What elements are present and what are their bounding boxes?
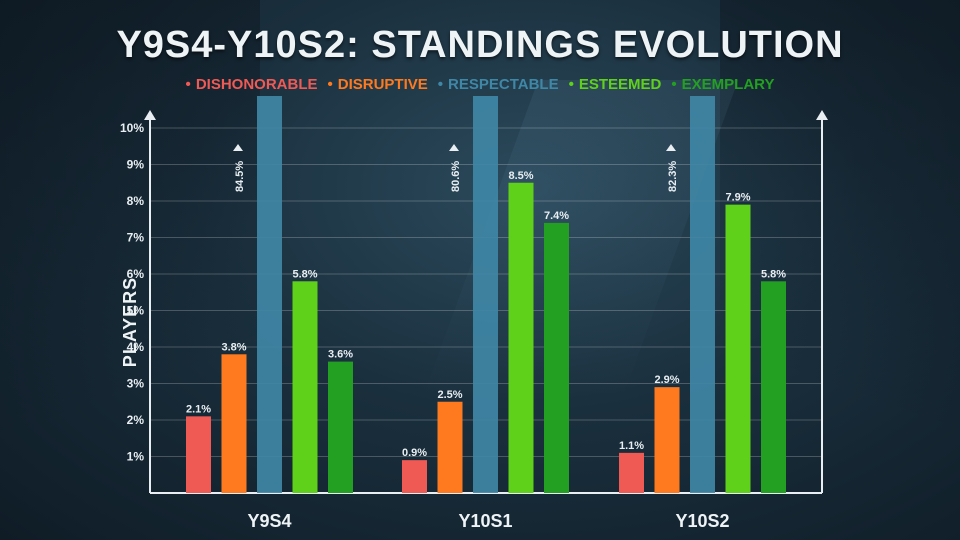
legend-label: ESTEEMED — [578, 76, 662, 93]
y-tick-label: 9% — [127, 158, 145, 172]
bar-exemplary — [328, 361, 353, 493]
truncated-arrow-icon — [233, 144, 243, 151]
bar-esteemed — [725, 204, 751, 493]
legend-item-disruptive: • DISRUPTIVE — [327, 76, 427, 93]
bar-esteemed — [292, 281, 318, 493]
legend-item-esteemed: • ESTEEMED — [569, 76, 662, 93]
truncated-arrow-icon — [449, 144, 459, 151]
y-tick-label: 10% — [120, 121, 144, 135]
data-label: 0.9% — [402, 447, 427, 459]
bar-disruptive — [437, 401, 463, 493]
data-label: 1.1% — [619, 440, 644, 452]
y-tick-label: 7% — [127, 231, 145, 245]
legend-item-respectable: • RESPECTABLE — [438, 76, 559, 93]
bar-dishonorable — [402, 460, 427, 493]
data-label: 8.5% — [508, 170, 533, 182]
legend-dot: • — [327, 76, 333, 93]
bar-disruptive — [221, 354, 247, 493]
y-tick-label: 4% — [127, 340, 145, 354]
bar-exemplary — [761, 281, 786, 493]
legend-item-dishonorable: • DISHONORABLE — [186, 76, 318, 93]
data-label: 2.9% — [654, 374, 679, 386]
legend-dot: • — [568, 76, 574, 93]
y-tick-label: 5% — [127, 304, 145, 318]
category-label: Y9S4 — [247, 511, 291, 531]
data-label: 80.6% — [450, 161, 462, 192]
data-label: 5.8% — [292, 268, 317, 280]
bar-respectable — [473, 96, 498, 493]
data-label: 3.8% — [221, 341, 246, 353]
legend-label: RESPECTABLE — [448, 76, 559, 93]
category-label: Y10S2 — [675, 511, 729, 531]
legend-label: EXEMPLARY — [681, 76, 775, 93]
data-label: 3.6% — [328, 349, 353, 361]
bar-esteemed — [508, 182, 534, 493]
bar-dishonorable — [619, 452, 644, 493]
bar-disruptive — [654, 387, 680, 493]
y-tick-label: 1% — [127, 450, 145, 464]
legend-dot: • — [671, 76, 677, 93]
data-label: 2.5% — [437, 389, 462, 401]
data-label: 2.1% — [186, 403, 211, 415]
y-tick-label: 6% — [127, 267, 145, 281]
data-label: 5.8% — [761, 268, 786, 280]
bar-dishonorable — [186, 416, 211, 493]
bar-respectable — [257, 96, 282, 493]
legend-dot: • — [185, 76, 191, 93]
legend-item-exemplary: • EXEMPLARY — [671, 76, 774, 93]
y-axis-label: PLAYERS — [120, 277, 140, 367]
data-label: 82.3% — [667, 161, 679, 192]
category-label: Y10S1 — [458, 511, 512, 531]
chart-title: Y9S4-Y10S2: STANDINGS EVOLUTION — [116, 24, 844, 66]
truncated-arrow-icon — [666, 144, 676, 151]
y-tick-label: 8% — [127, 194, 145, 208]
legend-label: DISHONORABLE — [195, 76, 318, 93]
data-label: 7.4% — [544, 210, 569, 222]
y-tick-label: 3% — [127, 377, 145, 391]
legend-label: DISRUPTIVE — [337, 76, 428, 93]
bar-respectable — [690, 96, 715, 493]
legend-dot: • — [437, 76, 444, 93]
right-axis-arrow-icon — [816, 110, 828, 120]
y-tick-label: 2% — [127, 413, 145, 427]
data-label: 7.9% — [725, 192, 750, 204]
y-axis-arrow-icon — [144, 110, 156, 120]
chart-legend: • DISHONORABLE • DISRUPTIVE • RESPECTABLE • EST… — [0, 76, 960, 93]
bar-exemplary — [544, 222, 569, 493]
data-label: 84.5% — [234, 161, 246, 192]
